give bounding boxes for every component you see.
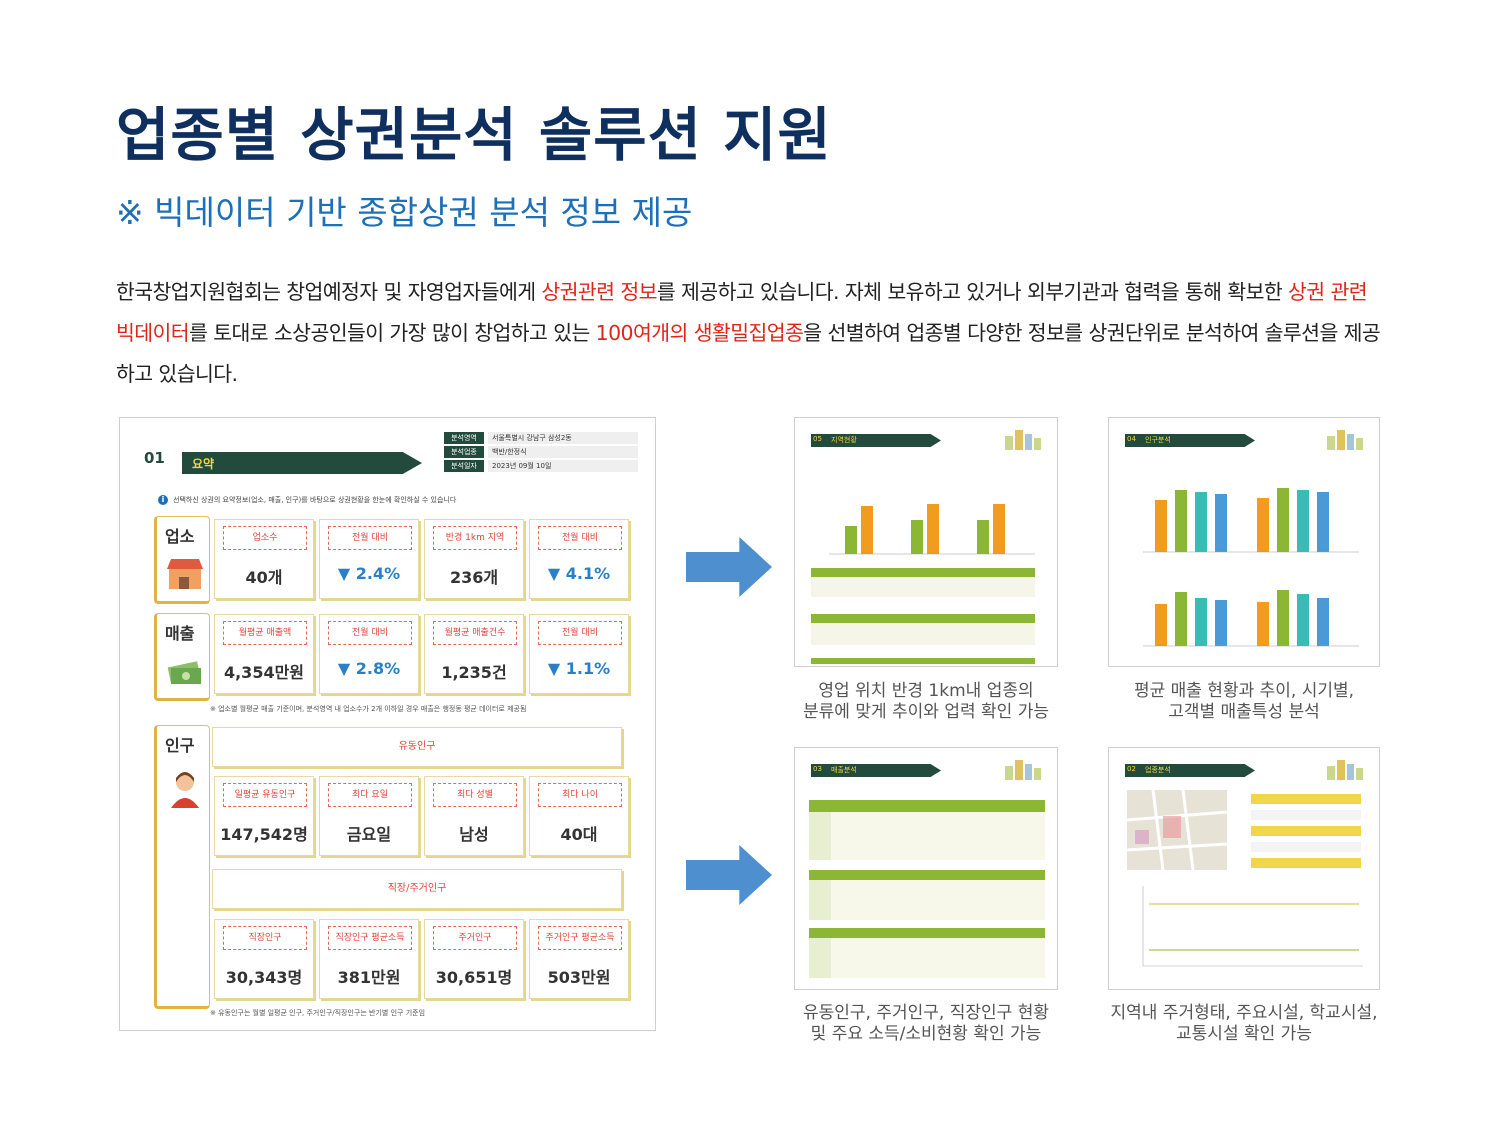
region-bar-chart xyxy=(811,504,1035,664)
sales-section: 매출 xyxy=(154,613,210,701)
thumb-title: 매출분석 xyxy=(831,766,857,774)
thumb-caption: 유동인구, 주거인구, 직장인구 현황 및 주요 소득/소비현황 확인 가능 xyxy=(803,1003,1049,1044)
report-section-number: 01 xyxy=(144,449,165,467)
stat-card: 직장인구 평균소득 381만원 xyxy=(319,919,419,999)
stat-card: 전월 대비 ▼ 4.1% xyxy=(529,519,629,599)
arrow-right-icon xyxy=(686,537,772,597)
stat-card: 최다 요일 금요일 xyxy=(319,776,419,856)
map-and-line-chart xyxy=(1126,790,1363,967)
city-icon xyxy=(1327,430,1363,450)
report-section-bar: 요약 xyxy=(182,452,422,474)
person-icon xyxy=(171,772,199,808)
population-footnote: ※ 유동인구는 월별 일평균 인구, 주거인구/직장인구는 반기별 인구 기준임 xyxy=(210,1009,426,1017)
thumb-caption: 평균 매출 현황과 추이, 시기별, 고객별 매출특성 분석 xyxy=(1133,681,1355,722)
stat-card: 반경 1km 지역 236개 xyxy=(424,519,524,599)
page-title: 업종별 상권분석 솔루션 지원 xyxy=(116,101,832,169)
population-label: 인구 xyxy=(165,736,195,755)
sales-footnote: ※ 업소별 월평균 매출 기준이며, 분석영역 내 업소수가 2개 이하일 경우… xyxy=(210,705,527,713)
thumb-header-bar xyxy=(1125,434,1255,447)
summary-report-image: 01 요약 분석영역 서울특별시 강남구 삼성2동 분석업종 백반/한정식 분석일자… xyxy=(119,417,656,1031)
highlight-text: 100여개의 생활밀집업종 xyxy=(595,321,804,345)
report-section-label: 요약 xyxy=(192,457,215,471)
thumb-caption: 영업 위치 반경 1km내 업종의 분류에 맞게 추이와 업력 확인 가능 xyxy=(803,681,1049,722)
arrow-right-icon xyxy=(686,845,772,905)
population-bar-chart xyxy=(1143,488,1359,647)
city-icon xyxy=(1005,430,1041,450)
intro-paragraph: 한국창업지원협회는 창업예정자 및 자영업자들에게 상권관련 정보를 제공하고 … xyxy=(116,280,1381,386)
store-icon xyxy=(167,559,203,589)
highlight-text: 상권 관련 빅데이터 xyxy=(116,280,1368,345)
thumb-number: 05 xyxy=(813,435,822,443)
stat-card: 업소수 40개 xyxy=(214,519,314,599)
stat-card: 월평균 매출액 4,354만원 xyxy=(214,614,314,694)
thumb-title: 지역현황 xyxy=(831,436,857,444)
page-subtitle: ※ 빅데이터 기반 종합상권 분석 정보 제공 xyxy=(116,193,693,232)
stat-card: 전월 대비 ▼ 2.8% xyxy=(319,614,419,694)
city-icon xyxy=(1327,760,1363,780)
sales-tables xyxy=(809,800,1045,978)
thumb-number: 04 xyxy=(1127,435,1136,443)
thumb-header-bar xyxy=(1125,764,1255,777)
report-note: i 선택하신 상권의 요약정보(업소, 매출, 인구)를 바탕으로 상권현황을 한… xyxy=(158,495,456,505)
highlight-text: 상권관련 정보 xyxy=(541,280,657,304)
thumb-number: 02 xyxy=(1127,765,1136,773)
thumb-header-bar xyxy=(811,434,941,447)
store-label: 업소 xyxy=(165,527,195,546)
thumb-caption: 지역내 주거형태, 주요시설, 학교시설, 교통시설 확인 가능 xyxy=(1110,1003,1378,1044)
info-icon: i xyxy=(158,495,168,505)
thumb-title: 업종분석 xyxy=(1145,766,1171,774)
stat-card: 전월 대비 ▼ 1.1% xyxy=(529,614,629,694)
region-status-thumbnail: 05 지역현황 xyxy=(794,417,1058,667)
stat-card: 직장인구 30,343명 xyxy=(214,919,314,999)
money-icon xyxy=(167,661,201,684)
industry-analysis-thumbnail: 02 업종분석 xyxy=(1108,747,1380,990)
population-analysis-thumbnail: 04 인구분석 xyxy=(1108,417,1380,667)
store-section: 업소 xyxy=(154,516,210,604)
sales-analysis-thumbnail: 03 매출분석 xyxy=(794,747,1058,990)
stat-card: 최다 나이 40대 xyxy=(529,776,629,856)
city-icon xyxy=(1005,760,1041,780)
thumb-number: 03 xyxy=(813,765,822,773)
population-section: 인구 xyxy=(154,725,210,1009)
floating-pop-banner: 유동인구 xyxy=(212,727,622,767)
thumb-header-bar xyxy=(811,764,941,777)
sales-label: 매출 xyxy=(165,624,195,643)
thumb-title: 인구분석 xyxy=(1145,436,1171,444)
stat-card: 최다 성별 남성 xyxy=(424,776,524,856)
stat-card: 주거인구 30,651명 xyxy=(424,919,524,999)
stat-card: 일평균 유동인구 147,542명 xyxy=(214,776,314,856)
resident-pop-banner: 직장/주거인구 xyxy=(212,869,622,909)
stat-card: 전월 대비 ▼ 2.4% xyxy=(319,519,419,599)
stat-card: 월평균 매출건수 1,235건 xyxy=(424,614,524,694)
stat-card: 주거인구 평균소득 503만원 xyxy=(529,919,629,999)
